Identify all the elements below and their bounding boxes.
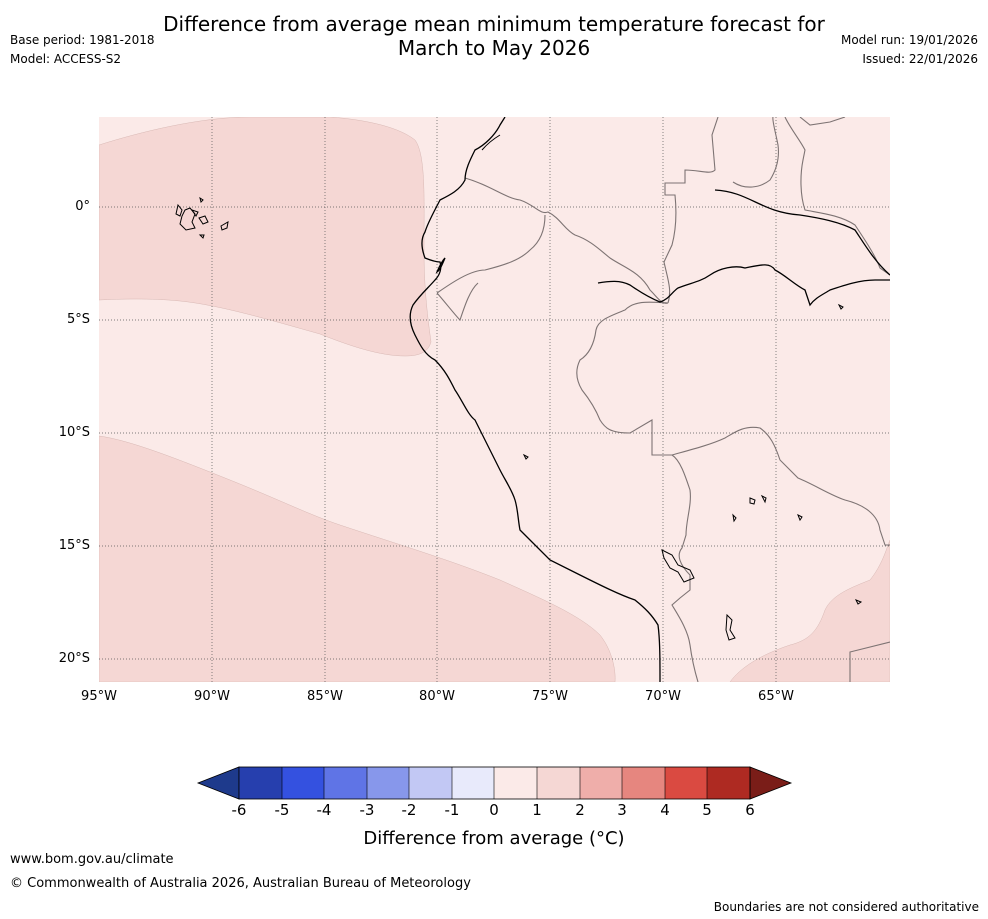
colorbar-segment xyxy=(580,767,622,799)
colorbar-over-extension xyxy=(749,766,793,800)
colorbar-tick: 1 xyxy=(532,801,542,819)
lat-label: 15°S xyxy=(58,538,90,553)
lon-label: 65°W xyxy=(758,689,794,704)
lon-label: 80°W xyxy=(419,689,455,704)
colorbar-segment xyxy=(494,767,537,799)
colorbar xyxy=(196,766,793,800)
anomaly-region-south-west xyxy=(99,435,616,682)
lat-label: 20°S xyxy=(58,651,90,666)
lon-label: 70°W xyxy=(645,689,681,704)
colorbar-tick: 3 xyxy=(617,801,627,819)
lat-label: 10°S xyxy=(58,425,90,440)
graticule xyxy=(99,117,890,682)
lon-label: 85°W xyxy=(307,689,343,704)
base-period-label: Base period: 1981-2018 xyxy=(10,33,155,47)
lon-label: 75°W xyxy=(532,689,568,704)
colorbar-segment xyxy=(665,767,707,799)
colorbar-tick: -4 xyxy=(316,801,332,819)
lat-label: 0° xyxy=(75,199,90,214)
model-run-label: Model run: 19/01/2026 xyxy=(840,33,978,47)
galapagos-islands xyxy=(175,196,229,239)
colorbar-tick: -6 xyxy=(231,801,247,819)
colorbar-segment xyxy=(367,767,409,799)
colorbar-tick: 6 xyxy=(745,801,755,819)
colorbar-tick: -2 xyxy=(401,801,417,819)
bom-url-link[interactable]: www.bom.gov.au/climate xyxy=(10,852,174,867)
colorbar-segment xyxy=(537,767,580,799)
colorbar-tick: 2 xyxy=(575,801,585,819)
colorbar-segment xyxy=(324,767,367,799)
lon-label: 90°W xyxy=(194,689,230,704)
colorbar-under-extension xyxy=(196,766,240,800)
colorbar-title: Difference from average (°C) xyxy=(363,828,625,849)
lon-label: 95°W xyxy=(81,689,117,704)
colorbar-tick: 4 xyxy=(660,801,670,819)
colorbar-segment xyxy=(239,767,282,799)
colorbar-tick: 5 xyxy=(702,801,712,819)
country-borders xyxy=(436,117,890,682)
chart-title: Difference from average mean minimum tem… xyxy=(0,12,988,60)
colorbar-segment xyxy=(452,767,494,799)
lat-label: 5°S xyxy=(66,312,90,327)
colorbar-segment xyxy=(282,767,324,799)
title-line-1: Difference from average mean minimum tem… xyxy=(163,12,825,36)
colorbar-tick: -1 xyxy=(444,801,460,819)
disclaimer-text: Boundaries are not considered authoritat… xyxy=(713,900,979,914)
lakes xyxy=(522,303,863,641)
colorbar-segment xyxy=(622,767,665,799)
copyright-text: © Commonwealth of Australia 2026, Austra… xyxy=(10,876,471,891)
colorbar-tick: -5 xyxy=(274,801,290,819)
colorbar-tick: 0 xyxy=(489,801,499,819)
anomaly-region-south-east xyxy=(729,539,890,682)
anomaly-region-north-west xyxy=(99,117,432,357)
colorbar-segment xyxy=(707,767,750,799)
model-label: Model: ACCESS-S2 xyxy=(10,52,122,66)
colorbar-segment xyxy=(409,767,452,799)
coastline xyxy=(409,117,890,682)
colorbar-tick: -3 xyxy=(359,801,375,819)
issued-label: Issued: 22/01/2026 xyxy=(862,52,978,66)
title-line-2: March to May 2026 xyxy=(397,36,591,60)
